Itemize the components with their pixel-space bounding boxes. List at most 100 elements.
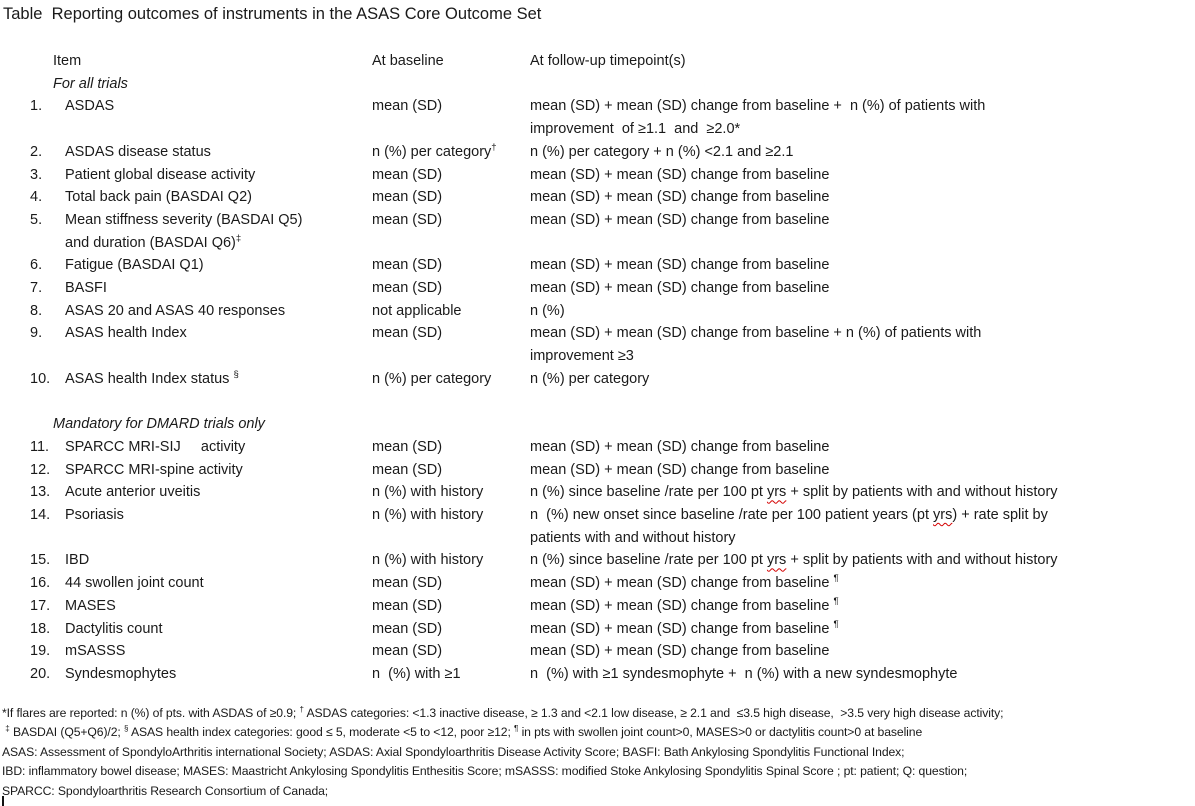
- baseline-cell: not applicable: [372, 302, 462, 319]
- baseline-cell: mean (SD): [372, 597, 443, 614]
- row-number: 19.: [30, 643, 51, 660]
- followup-cell: mean (SD) + mean (SD) change from baseli…: [530, 211, 830, 228]
- item-cell: Psoriasis: [65, 507, 124, 524]
- table-row: 12. SPARCC MRI-spine activity mean (SD) mea…: [0, 459, 1195, 482]
- followup-cell: n (%): [530, 302, 565, 319]
- table-row: 5. Mean stiffness severity (BASDAI Q5) and…: [0, 209, 1195, 254]
- item-cell: Fatigue (BASDAI Q1): [65, 257, 204, 274]
- row-number: 18.: [30, 620, 51, 637]
- baseline-cell: n (%) per category: [372, 370, 492, 387]
- table-row: 1. ASDAS mean (SD) mean (SD) + mean (SD) ch…: [0, 95, 1195, 140]
- column-header-baseline: At baseline: [372, 53, 444, 69]
- footnote-line: *If flares are reported: n (%) of pts. w…: [2, 704, 1004, 720]
- baseline-cell: mean (SD): [372, 620, 443, 637]
- item-cell: mSASSS: [65, 643, 126, 660]
- followup-cell: mean (SD) + mean (SD) change from baseli…: [530, 573, 839, 592]
- blank-row: [0, 391, 1195, 414]
- table-row: 3. Patient global disease activity mean (S…: [0, 164, 1195, 187]
- baseline-cell: n (%) with history: [372, 484, 484, 501]
- baseline-cell: mean (SD): [372, 98, 443, 115]
- table-row: 15. IBD n (%) with history n (%) since base…: [0, 549, 1195, 572]
- column-header-item: Item: [53, 53, 82, 69]
- table-row: 6. Fatigue (BASDAI Q1) mean (SD) mean (SD) …: [0, 254, 1195, 277]
- row-number: 17.: [30, 597, 51, 614]
- followup-cell: n (%) with ≥1 syndesmophyte + n (%) with…: [530, 665, 958, 682]
- row-number: 10.: [30, 370, 51, 387]
- item-cell: Mean stiffness severity (BASDAI Q5) and d…: [65, 211, 303, 251]
- baseline-cell: mean (SD): [372, 438, 443, 455]
- row-number: 16.: [30, 575, 51, 592]
- row-number: 1.: [30, 98, 43, 115]
- row-number: 11.: [30, 438, 50, 455]
- row-number: 8.: [30, 302, 43, 319]
- baseline-cell: n (%) with history: [372, 507, 484, 524]
- section-label-row: For all trials: [0, 73, 1195, 96]
- followup-cell: mean (SD) + mean (SD) change from baseli…: [530, 596, 839, 614]
- baseline-cell: n (%) with ≥1: [372, 665, 461, 682]
- followup-cell: mean (SD) + mean (SD) change from baseli…: [530, 166, 830, 183]
- section-baseline-spacer: [372, 413, 530, 436]
- table-row: 9. ASAS health Index mean (SD) mean (SD) + …: [0, 322, 1195, 367]
- table-row: 8. ASAS 20 and ASAS 40 responses not appli…: [0, 300, 1195, 323]
- outcomes-table: Item At baseline At follow-up timepoint(…: [0, 50, 1195, 686]
- item-cell: ASAS health Index: [65, 325, 187, 342]
- table-row: 17. MASES mean (SD) mean (SD) + mean (SD) c…: [0, 595, 1195, 618]
- baseline-cell: mean (SD): [372, 257, 443, 274]
- row-number: 20.: [30, 665, 51, 682]
- item-cell: BASFI: [65, 280, 107, 297]
- baseline-cell: mean (SD): [372, 211, 443, 228]
- followup-cell: mean (SD) + mean (SD) change from baseli…: [530, 280, 830, 297]
- row-number: 12.: [30, 461, 51, 478]
- table-row: 20. Syndesmophytes n (%) with ≥1 n (%) with…: [0, 663, 1195, 686]
- item-cell: SPARCC MRI-spine activity: [65, 461, 243, 478]
- baseline-cell: mean (SD): [372, 189, 443, 206]
- followup-cell: n (%) per category + n (%) <2.1 and ≥2.1: [530, 143, 794, 160]
- row-number: 5.: [30, 211, 43, 228]
- table-body: For all trials 1. ASDAS mean (SD) mean (SD) …: [0, 73, 1195, 686]
- followup-cell: mean (SD) + mean (SD) change from baseli…: [530, 257, 830, 274]
- followup-cell: mean (SD) + mean (SD) change from baseli…: [530, 438, 830, 455]
- item-cell: Total back pain (BASDAI Q2): [65, 189, 252, 206]
- table-row: 19. mSASSS mean (SD) mean (SD) + mean (SD) …: [0, 640, 1195, 663]
- row-number: 6.: [30, 257, 43, 274]
- item-cell: Acute anterior uveitis: [65, 484, 201, 501]
- column-header-followup: At follow-up timepoint(s): [530, 53, 686, 69]
- footnote-line: IBD: inflammatory bowel disease; MASES: …: [2, 764, 968, 779]
- row-number: 7.: [30, 280, 43, 297]
- footnote-line: ‡ BASDAI (Q5+Q6)/2; § ASAS health index …: [5, 724, 923, 740]
- row-number: 15.: [30, 552, 51, 569]
- section-label: For all trials: [53, 75, 128, 92]
- followup-cell: n (%) since baseline /rate per 100 pt yr…: [530, 552, 1058, 569]
- item-cell: Patient global disease activity: [65, 166, 256, 183]
- followup-cell: mean (SD) + mean (SD) change from baseli…: [530, 643, 830, 660]
- section-followup-spacer: [530, 413, 1187, 436]
- followup-cell: mean (SD) + mean (SD) change from baseli…: [530, 98, 986, 138]
- table-row: 11. SPARCC MRI-SIJ activity mean (SD) mean …: [0, 436, 1195, 459]
- row-number: 4.: [30, 189, 43, 206]
- row-number: 3.: [30, 166, 43, 183]
- row-number: 9.: [30, 325, 43, 342]
- item-cell: Dactylitis count: [65, 620, 163, 637]
- table-row: 14. Psoriasis n (%) with history n (%) new …: [0, 504, 1195, 549]
- item-cell: SPARCC MRI-SIJ activity: [65, 438, 246, 455]
- followup-cell: mean (SD) + mean (SD) change from baseli…: [530, 189, 830, 206]
- baseline-cell: n (%) per category†: [372, 141, 497, 160]
- footnote-line: ASAS: Assessment of SpondyloArthritis in…: [2, 744, 905, 759]
- row-number: 14.: [30, 507, 51, 524]
- baseline-cell: n (%) with history: [372, 552, 484, 569]
- followup-cell: n (%) new onset since baseline /rate per…: [530, 507, 1048, 546]
- baseline-cell: mean (SD): [372, 325, 443, 342]
- baseline-cell: mean (SD): [372, 643, 443, 660]
- section-label-row: Mandatory for DMARD trials only: [0, 413, 1195, 436]
- item-cell: Syndesmophytes: [65, 665, 177, 682]
- section-followup-spacer: [530, 73, 1187, 96]
- baseline-cell: mean (SD): [372, 575, 443, 592]
- item-cell: IBD: [65, 552, 90, 569]
- followup-cell: n (%) since baseline /rate per 100 pt yr…: [530, 484, 1058, 501]
- item-cell: ASDAS disease status: [65, 143, 211, 160]
- item-cell: MASES: [65, 597, 116, 614]
- followup-cell: mean (SD) + mean (SD) change from baseli…: [530, 461, 830, 478]
- row-number: 2.: [30, 143, 43, 160]
- table-caption: Table Reporting outcomes of instruments …: [3, 5, 542, 23]
